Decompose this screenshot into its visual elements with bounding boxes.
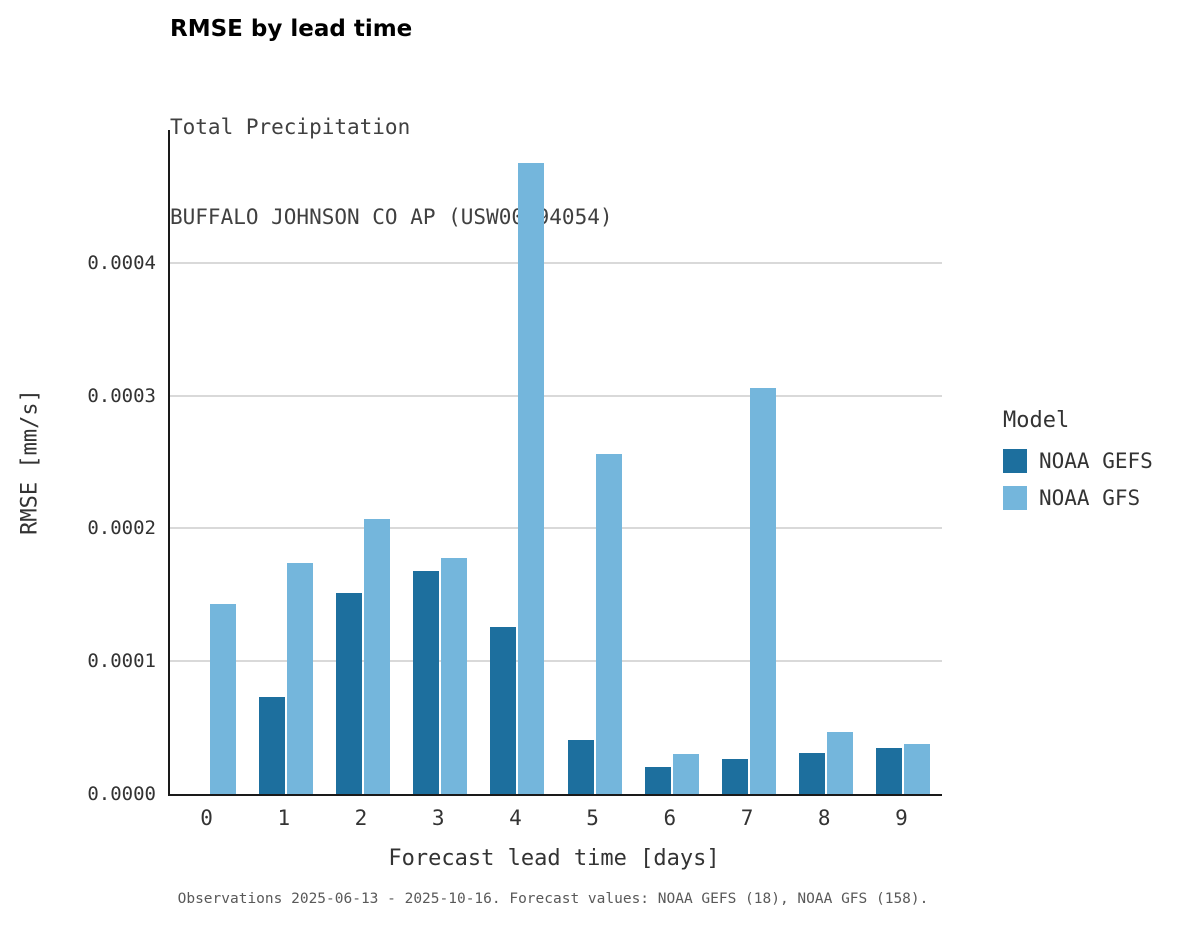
x-axis-label: Forecast lead time [days] — [388, 846, 720, 871]
bar-noaa-gefs — [567, 739, 594, 794]
bar-noaa-gefs — [336, 593, 362, 794]
x-tick-label: 7 — [740, 806, 754, 830]
bar-group — [865, 130, 942, 794]
x-tick-label: 0 — [200, 806, 213, 830]
x-tick-label: 8 — [817, 806, 831, 830]
y-axis-label: RMSE [mm/s] — [17, 389, 43, 535]
chart-subtitle-line-1: Total Precipitation — [170, 115, 411, 139]
bar-group — [170, 130, 247, 794]
bar-noaa-gefs — [644, 767, 671, 794]
x-tick-label: 4 — [509, 806, 522, 830]
gridlines — [170, 130, 942, 794]
chart-subtitle-line-2: BUFFALO JOHNSON CO AP (USW00094054) — [170, 205, 613, 229]
chart-subtitle: Total Precipitation BUFFALO JOHNSON CO A… — [170, 52, 613, 292]
y-tick-label: 0.0004 — [87, 251, 156, 274]
legend: Model NOAA GEFS NOAA GFS — [1003, 408, 1153, 523]
bar-group — [324, 130, 401, 794]
bar-noaa-gfs — [364, 519, 390, 794]
x-tick-labels: 0 1 2 3 4 5 6 7 8 9 — [168, 806, 940, 830]
chart-caption: Observations 2025-06-13 - 2025-10-16. Fo… — [177, 891, 929, 907]
x-tick-label: 1 — [277, 806, 291, 830]
legend-label: NOAA GFS — [1039, 486, 1141, 510]
x-tick-label: 6 — [663, 806, 677, 830]
bar-noaa-gfs — [904, 743, 931, 794]
chart-title: RMSE by lead time — [170, 16, 413, 42]
bar-noaa-gefs — [722, 759, 749, 794]
bar-noaa-gfs — [827, 731, 854, 794]
y-tick-label: 0.0001 — [87, 650, 156, 673]
bar-noaa-gfs — [441, 557, 468, 794]
bar-noaa-gfs — [672, 754, 699, 794]
legend-swatch — [1003, 486, 1027, 510]
bar-group — [788, 130, 865, 794]
legend-entry: NOAA GEFS — [1003, 449, 1153, 473]
legend-title: Model — [1003, 408, 1070, 433]
bar-noaa-gfs — [518, 163, 545, 794]
bar-noaa-gefs — [258, 697, 285, 794]
bar-noaa-gefs — [876, 747, 903, 794]
bar-noaa-gfs — [286, 562, 313, 794]
bar-noaa-gfs — [209, 604, 236, 794]
bar-group — [402, 130, 479, 794]
x-tick-label: 3 — [431, 806, 445, 830]
y-tick-label: 0.0002 — [87, 517, 156, 540]
bar-noaa-gefs — [799, 752, 826, 794]
bar-noaa-gefs — [490, 626, 517, 794]
plot-area — [168, 130, 942, 796]
x-tick-label: 2 — [354, 806, 368, 830]
bar-noaa-gfs — [750, 387, 777, 794]
bar-group — [479, 130, 556, 794]
legend-entry: NOAA GFS — [1003, 486, 1153, 510]
bar-noaa-gefs — [413, 570, 440, 794]
bar-group — [556, 130, 633, 794]
legend-label: NOAA GEFS — [1039, 449, 1153, 473]
gridline — [170, 394, 942, 397]
legend-entries: NOAA GEFS NOAA GFS — [1003, 449, 1153, 510]
x-tick-label: 9 — [895, 806, 908, 830]
bar-noaa-gfs — [595, 454, 622, 794]
gridline — [170, 527, 942, 530]
y-tick-labels: 0.0000 0.0001 0.0002 0.0003 0.0004 — [60, 130, 156, 805]
x-tick-label: 5 — [586, 806, 599, 830]
bar-groups — [170, 130, 942, 794]
bar-group — [633, 130, 710, 794]
y-tick-label: 0.0000 — [87, 783, 156, 805]
gridline — [170, 261, 942, 264]
legend-swatch — [1003, 449, 1027, 473]
y-tick-label: 0.0003 — [87, 384, 156, 407]
gridline — [170, 660, 942, 663]
bar-group — [710, 130, 787, 794]
bar-group — [247, 130, 324, 794]
